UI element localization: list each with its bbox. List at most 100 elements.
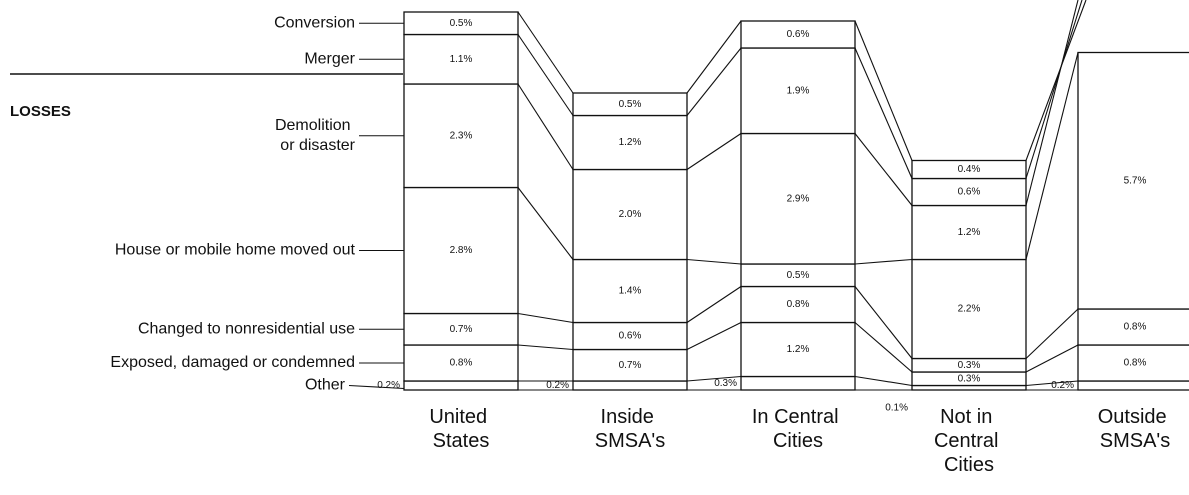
bar-segment xyxy=(403,83,519,189)
bar-segment xyxy=(740,285,856,324)
value-label: 0.2% xyxy=(1051,380,1074,391)
value-label: 0.2% xyxy=(377,380,400,391)
connector xyxy=(686,258,742,265)
value-label: 0.3% xyxy=(958,373,981,384)
connector xyxy=(854,322,913,373)
legend-label: Demolition or disaster xyxy=(275,117,356,154)
connector xyxy=(1025,0,1079,206)
connector xyxy=(686,286,742,323)
connector xyxy=(854,133,913,206)
value-label: 0.5% xyxy=(450,18,473,29)
bar-segment xyxy=(911,159,1027,180)
bar-segment xyxy=(911,258,1027,360)
value-label: 0.7% xyxy=(619,360,642,371)
x-tick-label: In Central Cities xyxy=(752,406,844,452)
x-tick-label: United States xyxy=(429,406,492,452)
connector xyxy=(854,20,913,161)
legend-label: Merger xyxy=(304,50,355,67)
value-label: 2.3% xyxy=(450,130,473,141)
value-label: 0.6% xyxy=(787,29,810,40)
bar-segment xyxy=(740,132,856,265)
value-label: 0.7% xyxy=(450,324,473,335)
value-label: 0.4% xyxy=(958,164,981,175)
bar-segment xyxy=(572,168,688,261)
value-label: 1.4% xyxy=(619,286,642,297)
connector xyxy=(1025,0,1087,161)
connector xyxy=(517,187,574,260)
legend-label: Conversion xyxy=(274,14,355,31)
legend-label: Exposed, damaged or condemned xyxy=(110,354,355,371)
value-label: 0.8% xyxy=(787,299,810,310)
value-label: 2.9% xyxy=(787,193,810,204)
bar-segment xyxy=(911,177,1027,207)
bar-segment xyxy=(740,321,856,378)
value-label: 0.8% xyxy=(1124,322,1147,333)
value-label: 2.2% xyxy=(958,304,981,315)
value-label: 1.2% xyxy=(619,137,642,148)
value-label: 0.5% xyxy=(619,99,642,110)
value-label: 0.8% xyxy=(1124,358,1147,369)
connector xyxy=(517,34,574,116)
value-label: 0.8% xyxy=(450,358,473,369)
leader-line xyxy=(348,384,405,390)
legend-label: Changed to nonresidential use xyxy=(138,320,355,337)
value-label: 1.2% xyxy=(958,227,981,238)
value-label: 1.9% xyxy=(787,85,810,96)
x-tick-label: Not in Central Cities xyxy=(934,406,1004,476)
value-label: 0.2% xyxy=(546,380,569,391)
connector xyxy=(686,133,742,170)
connector xyxy=(1025,52,1079,260)
bar-segment xyxy=(572,258,688,324)
value-label: 2.0% xyxy=(619,209,642,220)
connector xyxy=(854,258,913,265)
value-label: 5.7% xyxy=(1124,175,1147,186)
legend-label: Other xyxy=(305,377,346,394)
value-label: 0.3% xyxy=(714,378,737,389)
value-label: 0.6% xyxy=(958,187,981,198)
connector xyxy=(517,11,574,94)
bar-segment xyxy=(911,204,1027,261)
bar-segment xyxy=(572,321,688,351)
connector xyxy=(517,83,574,170)
bar-segment xyxy=(572,380,688,391)
bar-segment xyxy=(403,312,519,346)
connector xyxy=(686,322,742,350)
bar-segment xyxy=(1077,380,1189,391)
connector xyxy=(854,286,913,359)
bar-segment xyxy=(740,20,856,49)
x-tick-label: Inside SMSA's xyxy=(595,406,666,452)
connector xyxy=(854,375,913,387)
connector xyxy=(686,20,742,94)
connector xyxy=(686,375,742,382)
bar-segment xyxy=(911,384,1027,391)
bar-segment xyxy=(1077,344,1189,382)
value-label: 0.3% xyxy=(958,360,981,371)
value-label: 0.6% xyxy=(619,331,642,342)
bar-segment xyxy=(1077,308,1189,346)
legend-label: House or mobile home moved out xyxy=(115,242,356,259)
value-label: 0.1% xyxy=(885,403,908,414)
bar-segment xyxy=(740,375,856,391)
bar-segment xyxy=(572,92,688,117)
connector xyxy=(1025,0,1083,179)
value-label: 2.8% xyxy=(450,245,473,256)
x-tick-label: Outside SMSA's xyxy=(1098,406,1172,452)
bar-segment xyxy=(740,47,856,135)
value-label: 1.2% xyxy=(787,344,810,355)
value-label: 1.1% xyxy=(450,54,473,65)
bar-segment xyxy=(403,380,519,391)
connector xyxy=(517,344,574,351)
connector xyxy=(517,312,574,324)
connector xyxy=(686,47,742,116)
bar-segment xyxy=(572,348,688,382)
connector xyxy=(1025,380,1079,387)
connector xyxy=(1025,344,1079,373)
bar-segment xyxy=(403,344,519,382)
section-label: LOSSES xyxy=(10,103,71,120)
value-label: 0.5% xyxy=(787,270,810,281)
bar-segment xyxy=(1077,51,1189,310)
connector xyxy=(854,47,913,179)
connector xyxy=(1025,308,1079,359)
bar-segment xyxy=(572,114,688,171)
